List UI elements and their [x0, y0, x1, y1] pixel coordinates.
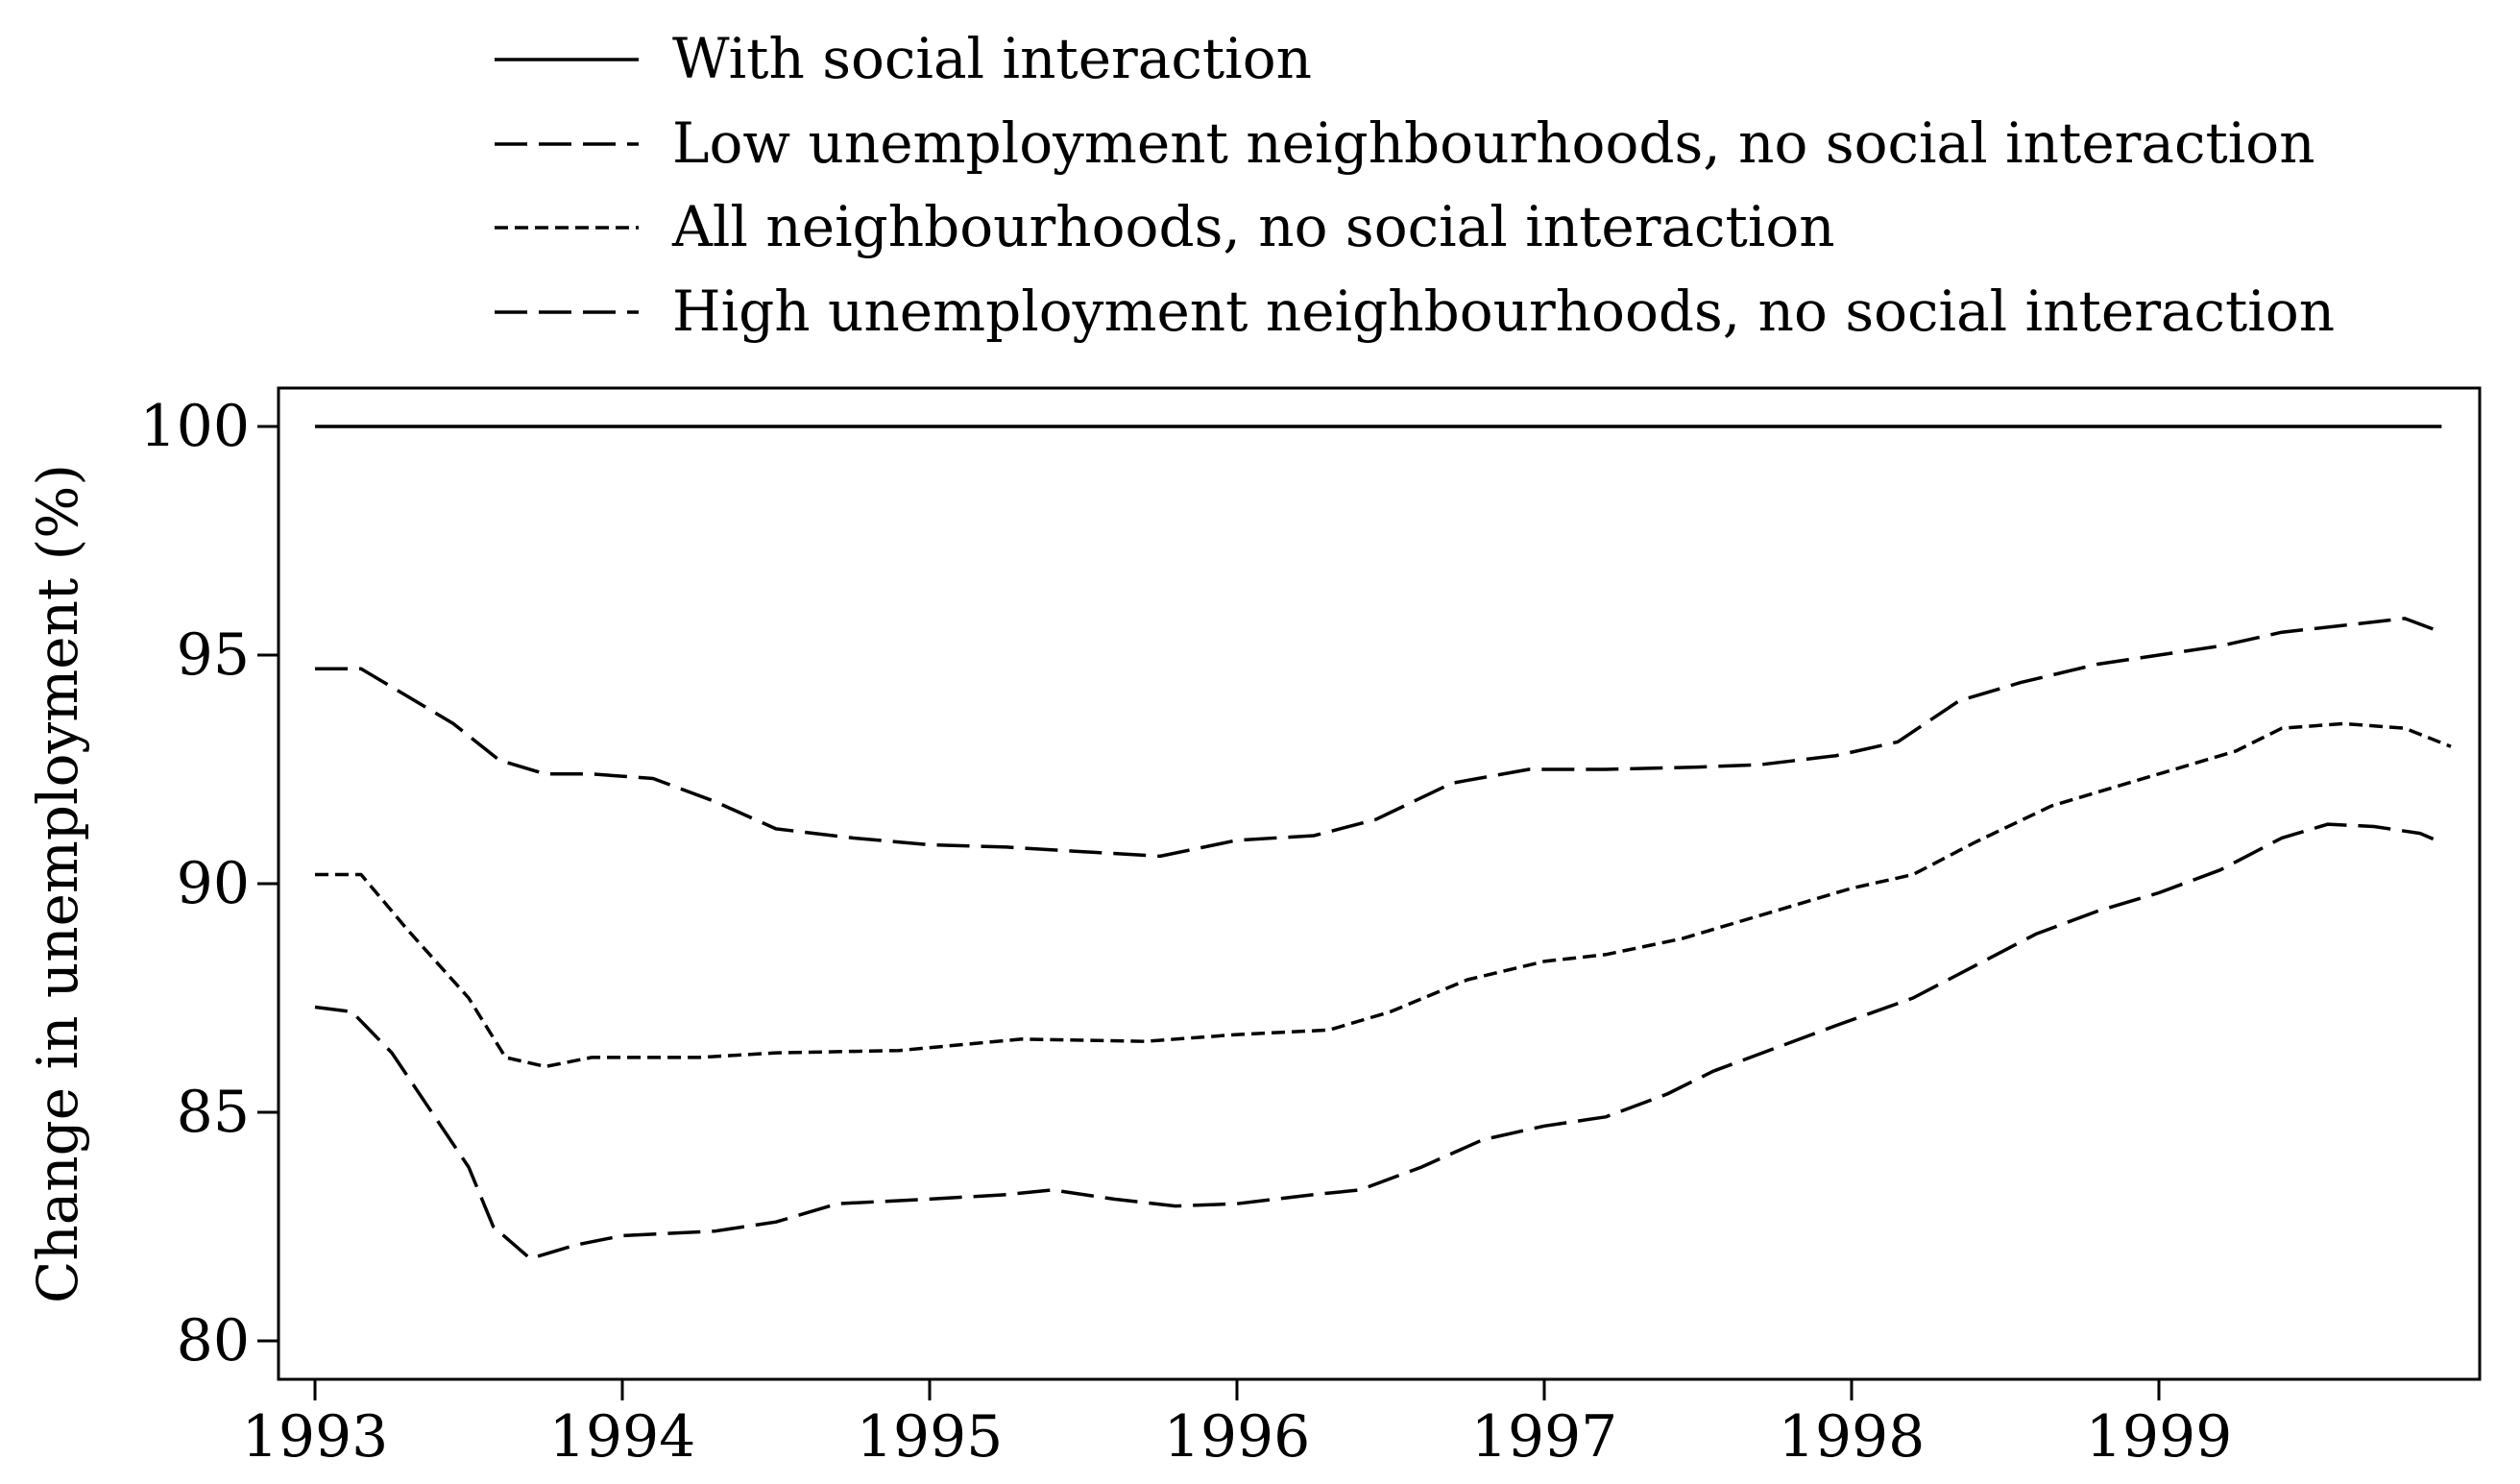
- x-tick-label: 1995: [857, 1403, 1004, 1471]
- plot-area-frame: [277, 386, 2482, 1381]
- legend-label-3: All neighbourhoods, no social interactio…: [671, 194, 1835, 259]
- x-tick-label: 1996: [1164, 1403, 1311, 1471]
- y-tick-label: 90: [177, 850, 250, 917]
- y-axis-label: Change in unemployment (%): [25, 464, 90, 1303]
- x-tick-label: 1997: [1471, 1403, 1618, 1471]
- legend-label-2: Low unemployment neighbourhoods, no soci…: [672, 110, 2315, 176]
- series-line-4: [314, 822, 2443, 1261]
- x-tick-label: 1999: [2086, 1403, 2233, 1471]
- y-tick-label: 95: [177, 621, 250, 689]
- legend: With social interaction Low unemployment …: [495, 26, 2335, 344]
- x-tick-label: 1994: [549, 1403, 696, 1471]
- series-line-2: [315, 617, 2443, 859]
- series-line-3: [315, 721, 2452, 1069]
- series-layer: [314, 425, 2452, 1261]
- y-tick-label: 80: [177, 1307, 250, 1375]
- x-axis: 1993 1994 1995 1996 1997 1998 1999: [242, 1379, 2233, 1471]
- x-tick-label: 1998: [1779, 1403, 1926, 1471]
- y-tick-label: 100: [139, 393, 250, 460]
- legend-label-4: High unemployment neighbourhoods, no soc…: [672, 279, 2335, 344]
- legend-label-1: With social interaction: [672, 26, 1312, 91]
- y-axis: 80 85 90 95 100: [139, 393, 279, 1375]
- x-tick-label: 1993: [242, 1403, 389, 1471]
- y-tick-label: 85: [177, 1079, 250, 1146]
